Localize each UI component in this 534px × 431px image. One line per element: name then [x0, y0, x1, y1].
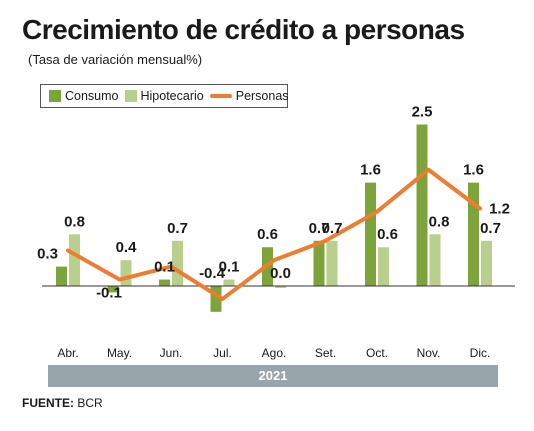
bar-consumo — [159, 279, 170, 286]
data-labels-group: 0.30.8-0.10.40.10.7-0.40.10.60.00.70.71.… — [37, 104, 510, 302]
bar-hipotecario — [481, 240, 492, 286]
personas-line-group — [66, 167, 482, 301]
data-label-hipotecario: 0.6 — [377, 226, 398, 243]
chart-subtitle: (Tasa de variación mensual%) — [28, 52, 203, 67]
bar-hipotecario — [120, 260, 132, 286]
data-label-consumo: 0.7 — [309, 220, 330, 237]
x-tick-label: Jun. — [160, 346, 183, 360]
bar-hipotecario — [326, 240, 338, 286]
series-line-personas — [66, 167, 482, 301]
data-label-hipotecario: 0.1 — [219, 259, 240, 276]
legend-label-personas: Personas — [235, 89, 289, 103]
legend-label-consumo: Consumo — [65, 89, 119, 103]
data-label-consumo: 1.6 — [360, 162, 381, 179]
legend-line-personas — [209, 94, 232, 98]
bar-hipotecario — [429, 234, 441, 286]
bar-hipotecario — [275, 286, 286, 288]
bar-hipotecario — [223, 279, 235, 286]
year-bar: 2021 — [48, 365, 498, 387]
data-label-hipotecario: 0.7 — [480, 220, 501, 237]
data-label-consumo: 0.6 — [257, 226, 278, 243]
x-tick-label: Jul. — [213, 346, 232, 360]
data-label-consumo: 2.5 — [412, 104, 433, 121]
source-note: FUENTE: BCR — [22, 396, 103, 410]
x-tick-label: Abr. — [57, 346, 78, 360]
x-tick-label: Ago. — [262, 346, 287, 360]
data-label-consumo: 1.6 — [463, 162, 484, 179]
legend-item-hipotecario: Hipotecario — [124, 89, 204, 103]
bar-consumo — [56, 266, 67, 286]
data-label-hipotecario: 0.7 — [322, 220, 343, 237]
bar-hipotecario — [172, 240, 183, 286]
x-tick-label: May. — [107, 346, 132, 360]
bar-hipotecario — [69, 234, 80, 286]
data-label-consumo: -0.4 — [199, 265, 226, 282]
data-label-personas: 1.2 — [489, 200, 510, 217]
legend-swatch-consumo — [49, 90, 61, 102]
bar-consumo — [365, 182, 376, 286]
data-label-hipotecario: 0.0 — [270, 265, 291, 282]
bar-consumo — [313, 240, 325, 286]
data-label-hipotecario: 0.7 — [167, 220, 188, 237]
source-label: FUENTE: — [22, 396, 74, 410]
x-tick-label: Oct. — [366, 346, 388, 360]
bar-consumo — [468, 182, 479, 286]
bar-consumo — [416, 124, 428, 286]
data-label-hipotecario: 0.8 — [429, 213, 450, 230]
x-tick-label: Set. — [315, 346, 336, 360]
legend-item-personas: Personas — [209, 89, 289, 103]
bar-consumo — [107, 286, 119, 293]
data-label-consumo: 0.1 — [154, 259, 175, 276]
data-label-consumo: 0.3 — [37, 246, 58, 263]
bar-hipotecario — [378, 247, 389, 286]
source-value: BCR — [77, 396, 103, 410]
chart-title: Crecimiento de crédito a personas — [22, 14, 465, 45]
bar-consumo — [210, 286, 222, 312]
legend-swatch-hipotecario — [124, 90, 137, 102]
data-label-hipotecario: 0.8 — [64, 213, 85, 230]
data-label-hipotecario: 0.4 — [116, 239, 138, 256]
x-tick-label: Dic. — [470, 346, 491, 360]
data-label-consumo: -0.1 — [96, 285, 122, 302]
legend-label-hipotecario: Hipotecario — [140, 89, 204, 103]
x-tick-label: Nov. — [417, 346, 441, 360]
legend-item-consumo: Consumo — [49, 89, 119, 103]
chart-legend: Consumo Hipotecario Personas — [40, 84, 289, 108]
x-axis-labels: Abr. May. Jun. Jul. Ago. Set. Oct. Nov. Dic. — [57, 346, 490, 360]
